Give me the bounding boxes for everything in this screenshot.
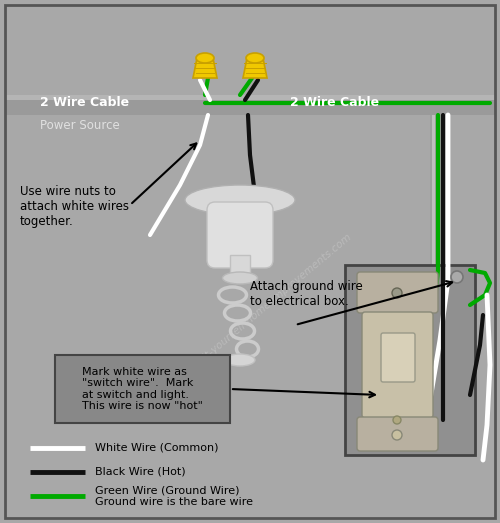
Bar [345,265,475,455]
Ellipse shape [246,53,264,63]
Bar [230,255,250,275]
Text: 2 Wire Cable: 2 Wire Cable [290,97,379,109]
FancyBboxPatch shape [362,312,433,418]
Text: Green Wire (Ground Wire)
Ground wire is the bare wire: Green Wire (Ground Wire) Ground wire is … [95,485,253,507]
Text: 2 Wire Cable: 2 Wire Cable [40,97,129,109]
Text: Mark white wire as
"switch wire".  Mark
at switch and light.
This wire is now "h: Mark white wire as "switch wire". Mark a… [82,367,203,412]
Ellipse shape [185,185,295,215]
Ellipse shape [451,271,463,283]
Bar [5,95,495,100]
Ellipse shape [196,53,214,63]
Ellipse shape [225,354,255,366]
Ellipse shape [393,416,401,424]
Text: Power Source: Power Source [40,119,120,132]
FancyBboxPatch shape [207,202,273,268]
Text: www.easy-do-it-yourself-home-improvements.com: www.easy-do-it-yourself-home-improvement… [146,232,354,408]
FancyBboxPatch shape [381,333,415,382]
Bar [55,355,230,423]
Ellipse shape [392,288,402,298]
Bar [430,115,444,445]
Polygon shape [243,58,267,78]
Text: Black Wire (Hot): Black Wire (Hot) [95,467,186,477]
Ellipse shape [392,430,402,440]
Text: White Wire (Common): White Wire (Common) [95,443,218,453]
FancyBboxPatch shape [357,417,438,451]
Bar [5,95,495,115]
Bar [432,115,435,445]
Polygon shape [193,58,217,78]
Text: Use wire nuts to
attach white wires
together.: Use wire nuts to attach white wires toge… [20,185,129,228]
Ellipse shape [222,272,258,284]
FancyBboxPatch shape [357,272,438,313]
Text: Attach ground wire
to electrical box.: Attach ground wire to electrical box. [250,280,363,308]
